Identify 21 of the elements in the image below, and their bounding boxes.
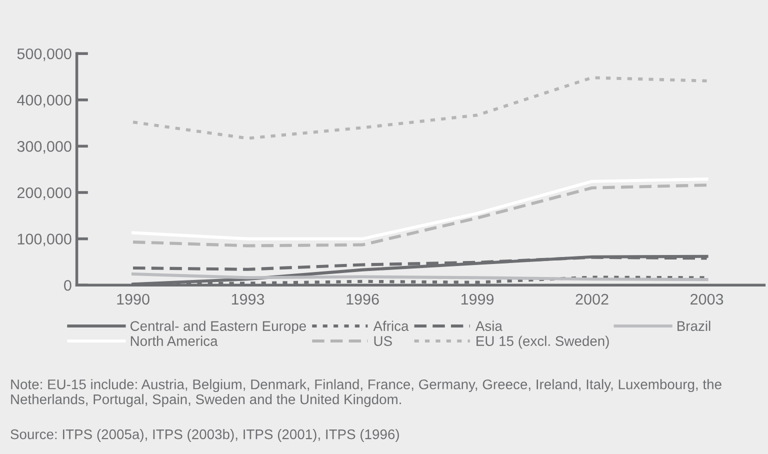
legend-label: Brazil	[678, 320, 710, 331]
x-tick-label: 1996	[346, 294, 379, 305]
x-tick-label: 1993	[232, 294, 264, 305]
x-tick-label: 2003	[690, 294, 724, 305]
x-tick-label: 1990	[117, 294, 150, 305]
legend-label: Central- and Eastern Europe	[130, 320, 306, 334]
text: Note: EU-15 include: Austria, Belgium, Denmark, Finland, France, Germany, Greece, Ireland, Italy, Luxembourg, the Netherlands, Portugal, Spain, Sweden and the United Kingdom.	[11, 379, 722, 407]
x-tick-label: 1999	[461, 294, 494, 305]
y-tick-label: 0	[64, 280, 72, 291]
x-tick-label: 2002	[576, 294, 608, 305]
y-tick-label: 500,000	[17, 48, 72, 62]
legend-label: EU 15 (excl. Sweden)	[476, 336, 609, 349]
y-tick-label: 100,000	[18, 234, 72, 246]
legend-label: Africa	[373, 320, 409, 331]
legend-label: US	[374, 336, 392, 346]
y-tick-label: 300,000	[17, 141, 72, 154]
y-tick-label: 400,000	[17, 94, 72, 108]
source-note: Source: ITPS (2005a), ITPS (2003b), ITPS (2001), ITPS (1996)	[10, 429, 399, 442]
y-tick-label: 200,000	[17, 187, 72, 200]
legend-label: Asia	[475, 320, 502, 331]
legend-label: North America	[130, 336, 218, 346]
